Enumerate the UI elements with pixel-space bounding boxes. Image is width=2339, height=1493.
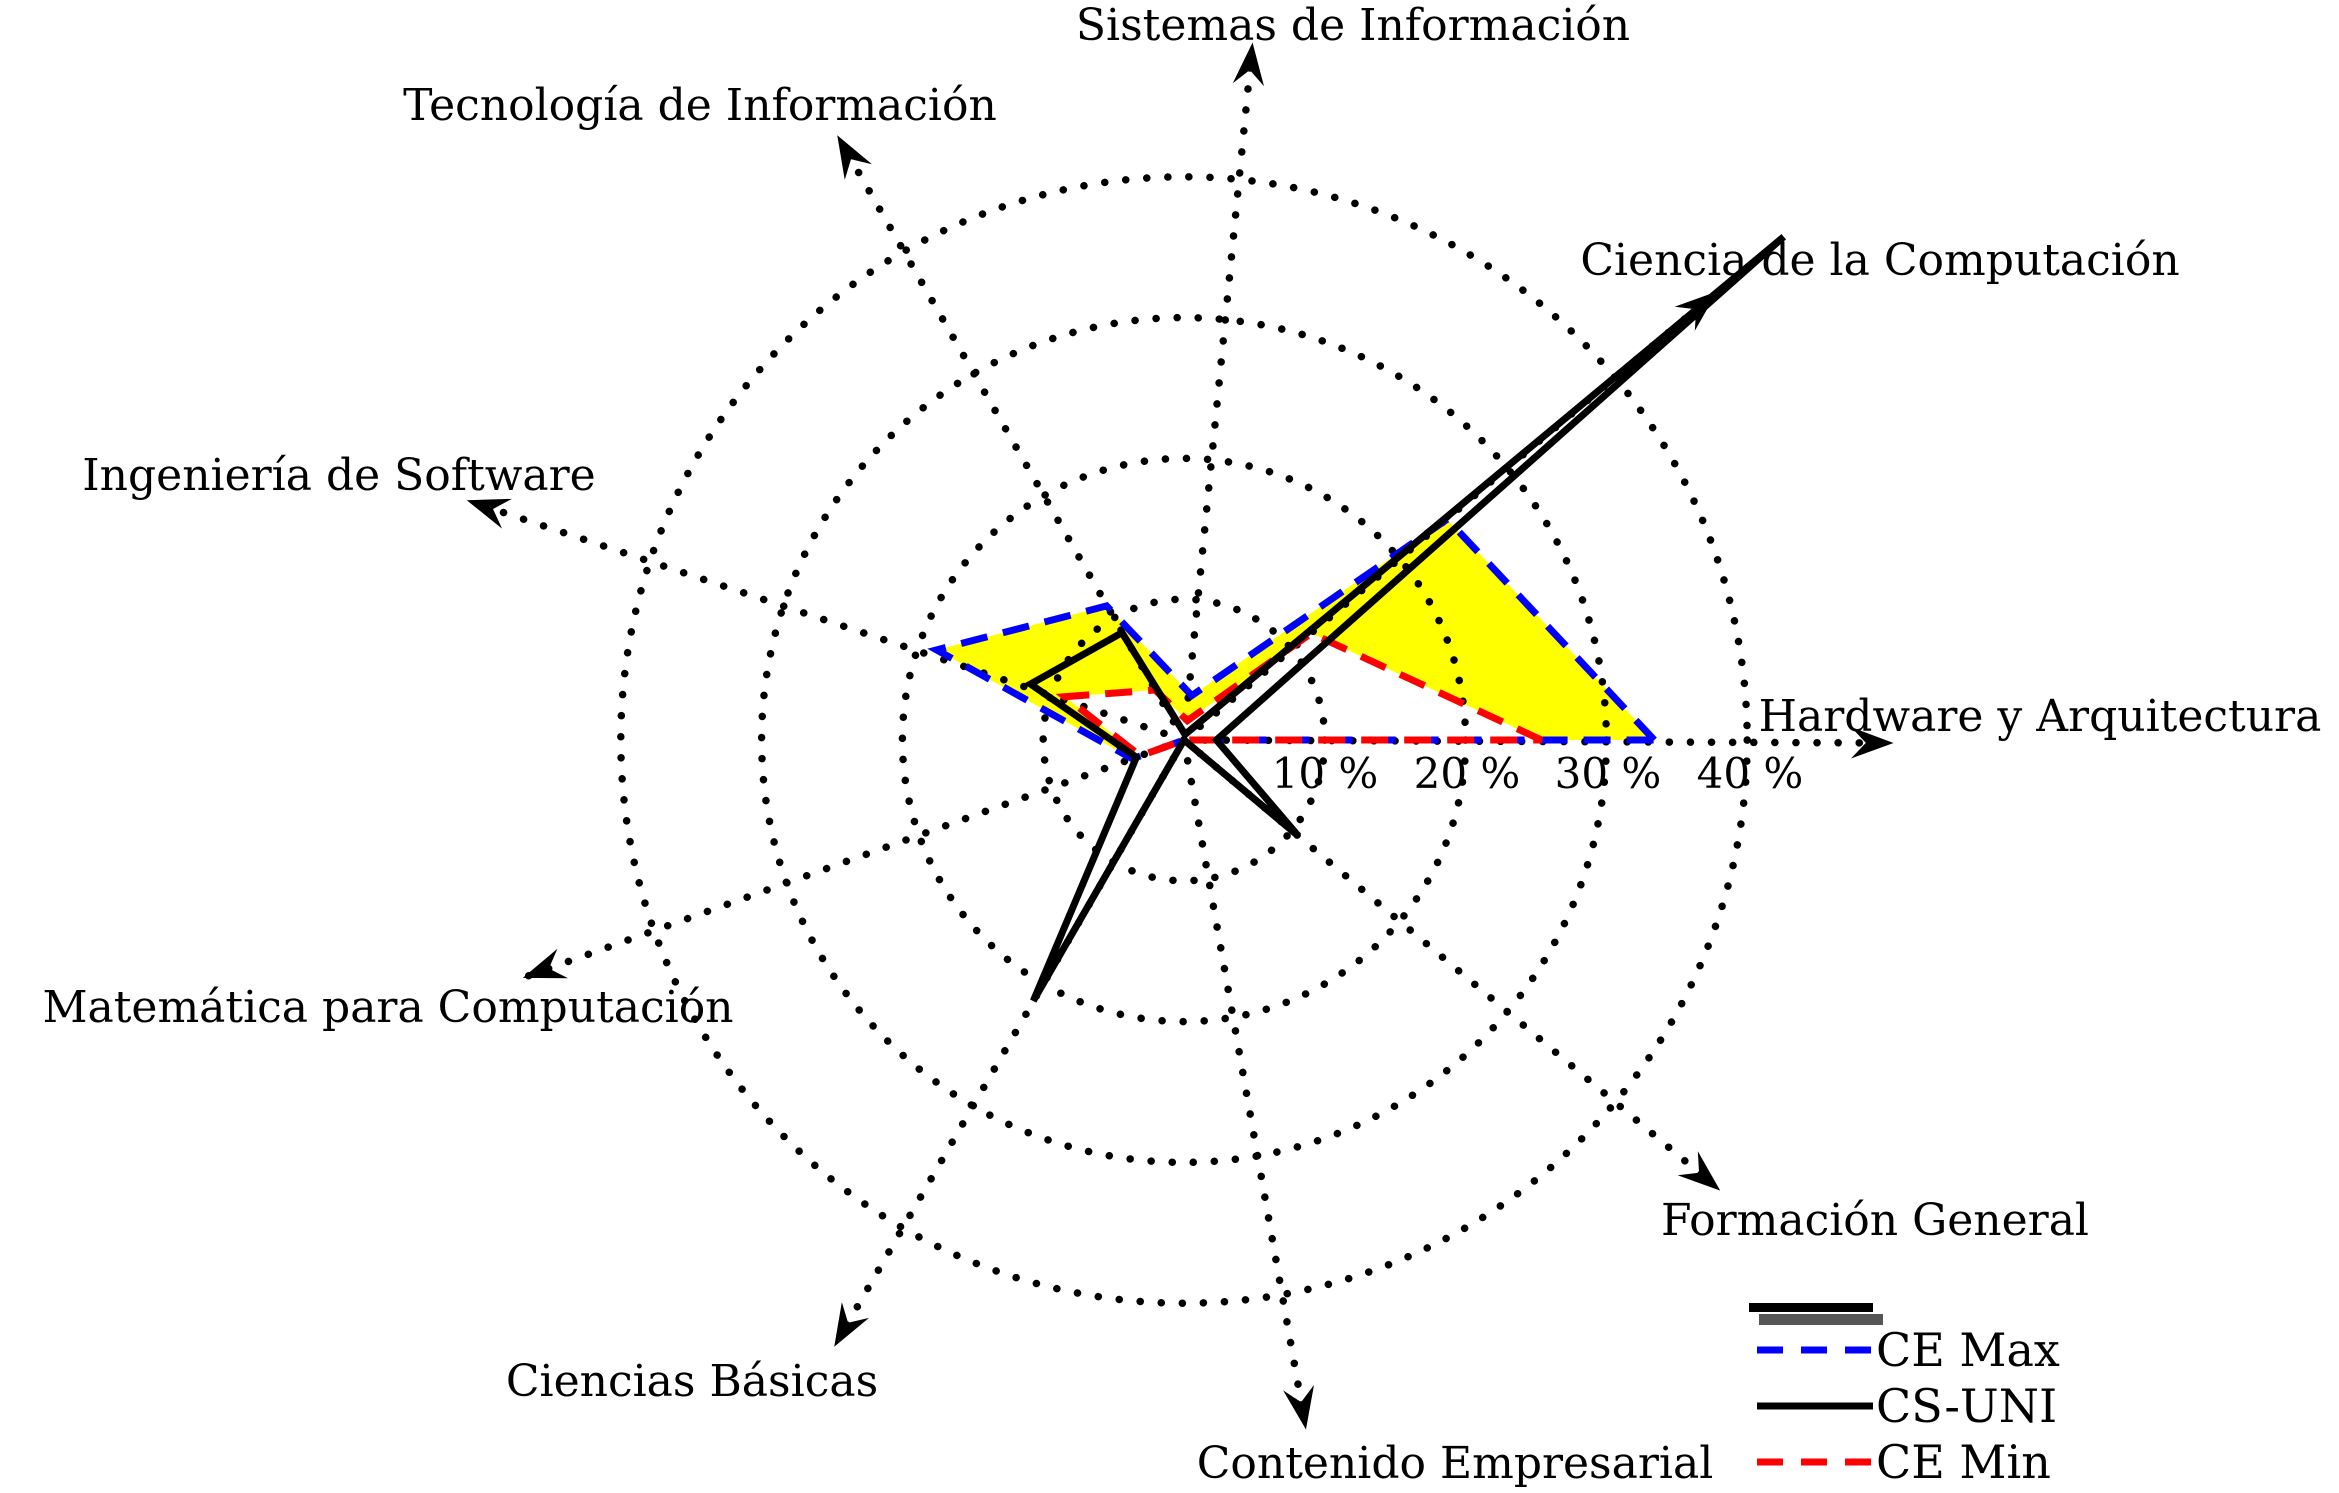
band-fill-min	[1064, 633, 1542, 756]
axis-label: Matemática para Computación	[42, 982, 733, 1033]
axis-label: Tecnología de Información	[403, 80, 997, 131]
series-cs-uni-outline	[1023, 234, 1787, 1003]
axis-spoke	[1180, 42, 1265, 744]
axis-label: Hardware y Arquitectura	[1759, 691, 2322, 742]
tick-label: 30 %	[1555, 749, 1662, 798]
axis-label: Ciencia de la Computación	[1580, 235, 2179, 286]
axis-label: Contenido Empresarial	[1197, 1438, 1714, 1489]
legend-item-label: CE Max	[1876, 1323, 2060, 1377]
legend-item-label: CE Min	[1876, 1435, 2051, 1489]
tick-label: 40 %	[1697, 749, 1804, 798]
axis-spoke	[466, 498, 1188, 744]
legend-item-label: CS-UNI	[1876, 1379, 2057, 1433]
radar-layers: 10 % 20 % 30 % 40 % Hardware y Arquitectura C…	[42, 0, 2321, 1489]
radial-tick-labels: 10 % 20 % 30 % 40 %	[1272, 749, 1804, 798]
axis-labels: Hardware y Arquitectura Ciencia de la Com…	[42, 0, 2321, 1489]
tick-label: 20 %	[1414, 749, 1521, 798]
tick-label: 10 %	[1272, 749, 1379, 798]
legend-bar	[1759, 1314, 1883, 1325]
legend-bar	[1749, 1303, 1873, 1312]
axis-label: Ingeniería de Software	[82, 450, 595, 501]
axis-label: Sistemas de Información	[1076, 0, 1630, 51]
grid-ring	[617, 173, 1751, 1307]
axis-spokes	[466, 42, 1894, 1430]
axis-label: Formación General	[1661, 1195, 2089, 1246]
axis-spoke	[522, 736, 1188, 980]
axis-label: Ciencias Básicas	[506, 1356, 878, 1407]
axis-spoke	[1180, 736, 1315, 1430]
